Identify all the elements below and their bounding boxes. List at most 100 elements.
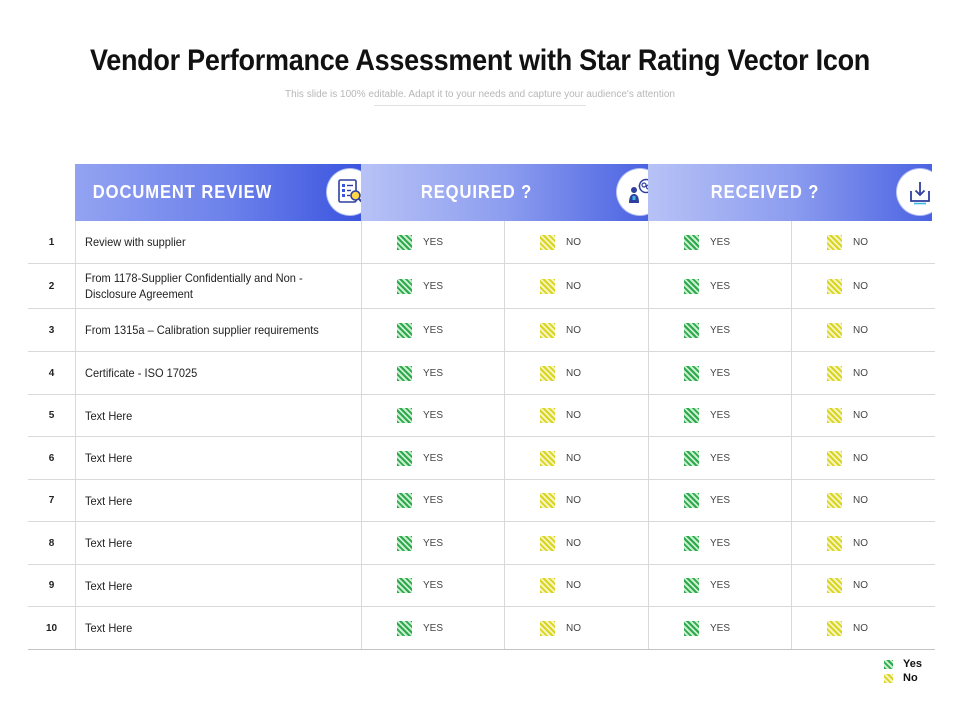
required-yes-option[interactable]: YES [361,522,504,564]
required-yes-option[interactable]: YES [361,221,504,263]
row-number: 2 [48,280,55,292]
subtitle-divider [374,105,586,106]
green-hatch-icon [397,535,412,551]
table-row: 10 Text Here YES NO YES NO [28,607,935,650]
required-no-option[interactable]: NO [504,437,647,479]
received-yes-option[interactable]: YES [648,565,791,606]
received-no-option[interactable]: NO [791,522,935,564]
green-hatch-icon [397,578,412,593]
table-row: 5 Text Here YES NO YES NO [28,395,935,437]
legend-item-no: No [884,671,944,685]
row-number: 6 [48,452,55,464]
legend-yes-label: Yes [903,658,922,670]
table-row: 1 Review with supplier YES NO YES NO [28,221,935,264]
received-no-option[interactable]: NO [791,607,935,649]
required-yes-option[interactable]: YES [361,565,504,606]
row-number: 3 [48,324,55,336]
received-no-option[interactable]: NO [791,395,935,436]
page-title: Vendor Performance Assessment with Star … [89,44,871,77]
yellow-hatch-icon [827,408,842,423]
document-cell: Review with supplier [75,221,361,263]
legend: Yes No [884,657,944,685]
row-number: 10 [45,622,58,634]
green-hatch-icon [397,620,412,636]
header-document-review-label: DOCUMENT REVIEW [92,182,273,202]
row-number: 8 [48,537,55,549]
yellow-hatch-icon [540,408,555,423]
green-hatch-icon [684,234,699,250]
green-hatch-icon [884,659,893,669]
table-row: 9 Text Here YES NO YES NO [28,565,935,607]
received-no-option[interactable]: NO [791,565,935,606]
received-yes-option[interactable]: YES [648,352,791,394]
green-hatch-icon [684,620,699,636]
green-hatch-icon [684,408,699,423]
row-number: 5 [48,410,55,421]
row-number: 9 [48,580,55,591]
received-yes-option[interactable]: YES [648,437,791,479]
received-no-option[interactable]: NO [791,437,935,479]
required-yes-option[interactable]: YES [361,480,504,521]
required-yes-option[interactable]: YES [361,607,504,649]
green-hatch-icon [397,450,412,466]
required-no-option[interactable]: NO [504,221,647,263]
received-no-option[interactable]: NO [791,352,935,394]
yellow-hatch-icon [827,234,842,250]
document-cell: Text Here [75,607,361,649]
green-hatch-icon [397,234,412,250]
received-yes-option[interactable]: YES [648,309,791,351]
document-cell: Text Here [75,565,361,606]
document-cell: Text Here [75,480,361,521]
received-yes-option[interactable]: YES [648,607,791,649]
required-no-option[interactable]: NO [504,480,647,521]
green-hatch-icon [684,365,699,381]
required-no-option[interactable]: NO [504,607,647,649]
yellow-hatch-icon [827,365,842,381]
required-yes-option[interactable]: YES [361,309,504,351]
required-no-option[interactable]: NO [504,395,647,436]
received-yes-option[interactable]: YES [648,522,791,564]
header-received-label: RECEIVED ? [710,182,820,202]
document-cell: From 1178-Supplier Confidentially and No… [75,264,361,308]
required-no-option[interactable]: NO [504,565,647,606]
table-row: 6 Text Here YES NO YES NO [28,437,935,480]
received-yes-option[interactable]: YES [648,480,791,521]
document-cell: From 1315a – Calibration supplier requir… [75,309,361,351]
required-yes-option[interactable]: YES [361,395,504,436]
required-no-option[interactable]: NO [504,352,647,394]
yellow-hatch-icon [540,365,555,381]
yellow-hatch-icon [827,620,842,636]
required-no-option[interactable]: NO [504,309,647,351]
required-yes-option[interactable]: YES [361,437,504,479]
yellow-hatch-icon [540,578,555,593]
green-hatch-icon [684,278,699,294]
row-number: 1 [48,236,55,248]
yellow-hatch-icon [827,493,842,508]
required-no-option[interactable]: NO [504,264,647,308]
table-row: 2 From 1178-Supplier Confidentially and … [28,264,935,309]
green-hatch-icon [397,278,412,294]
header-required: REQUIRED ? [361,164,663,221]
row-number: 4 [48,367,55,379]
required-yes-option[interactable]: YES [361,352,504,394]
green-hatch-icon [684,535,699,551]
green-hatch-icon [684,493,699,508]
yellow-hatch-icon [827,578,842,593]
received-yes-option[interactable]: YES [648,221,791,263]
green-hatch-icon [684,450,699,466]
yellow-hatch-icon [540,535,555,551]
received-no-option[interactable]: NO [791,264,935,308]
required-yes-option[interactable]: YES [361,264,504,308]
received-yes-option[interactable]: YES [648,395,791,436]
yellow-hatch-icon [827,535,842,551]
received-yes-option[interactable]: YES [648,264,791,308]
required-no-option[interactable]: NO [504,522,647,564]
received-no-option[interactable]: NO [791,221,935,263]
green-hatch-icon [397,322,412,338]
received-no-option[interactable]: NO [791,309,935,351]
yellow-hatch-icon [540,322,555,338]
download-tray-icon [897,169,943,215]
green-hatch-icon [684,578,699,593]
received-no-option[interactable]: NO [791,480,935,521]
document-cell: Certificate - ISO 17025 [75,352,361,394]
